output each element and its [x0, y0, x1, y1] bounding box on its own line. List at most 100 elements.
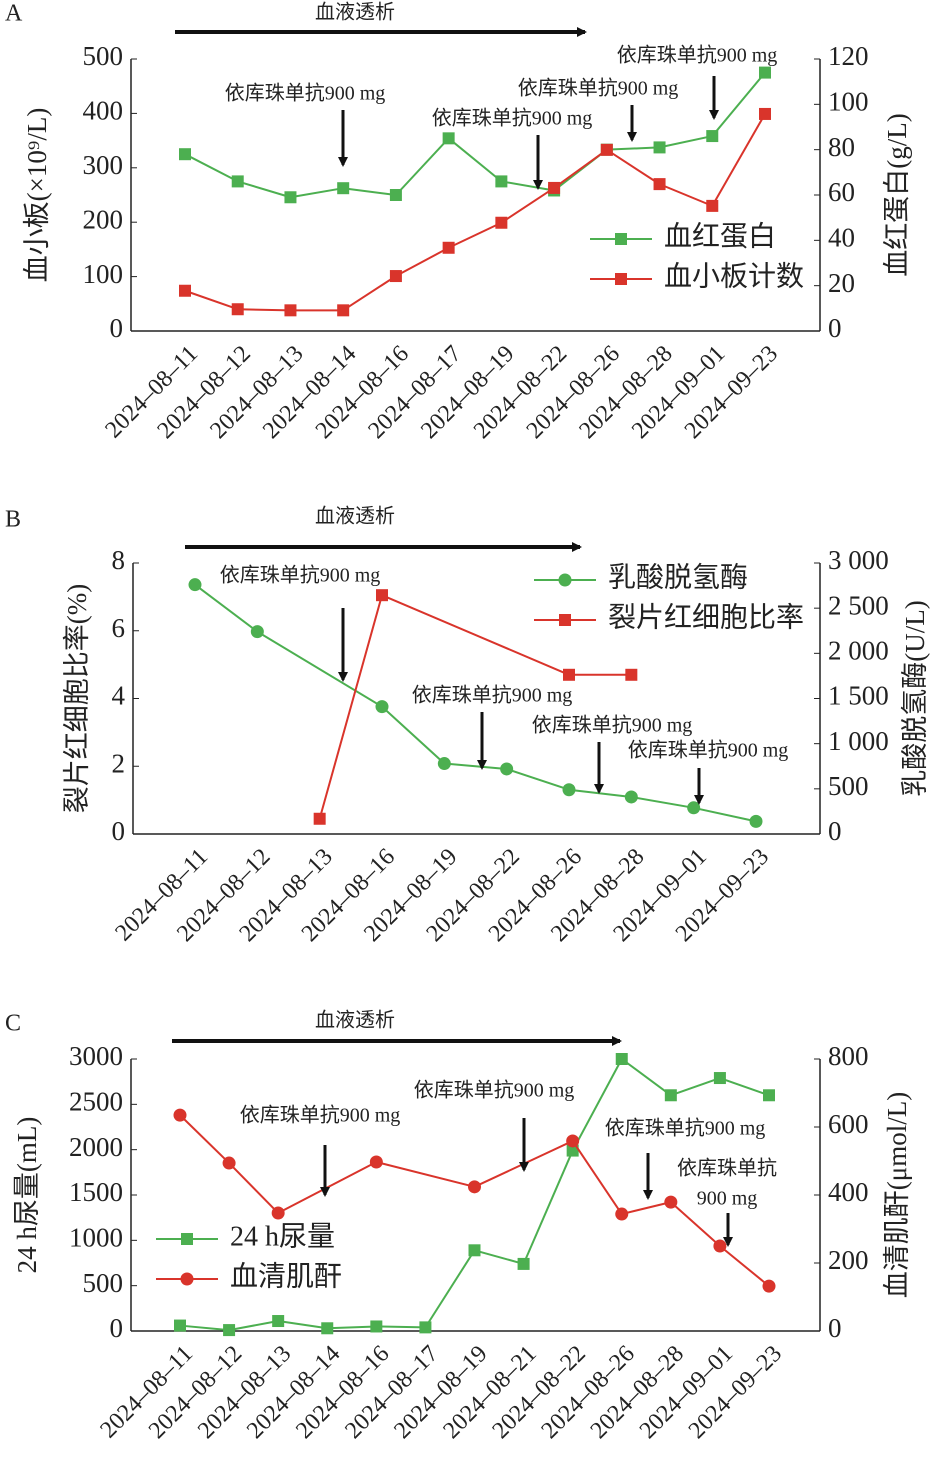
y-axis-label: 裂片红细胞比率(%): [62, 584, 92, 813]
point: [284, 191, 297, 204]
point: [624, 790, 638, 804]
point: [272, 1315, 285, 1328]
y-tick-label: 200: [83, 204, 124, 234]
point: [173, 1108, 187, 1122]
point: [600, 143, 613, 156]
point: [369, 1155, 383, 1169]
annotation: 依库珠单抗900 mg: [518, 77, 679, 100]
point: [442, 132, 455, 145]
line-segment: [290, 187, 344, 199]
y2-axis-label: 血清肌酐(μmol/L): [882, 1092, 912, 1298]
y-tick-label: 0: [110, 313, 124, 343]
y2-tick-label: 0: [828, 816, 842, 846]
point: [231, 175, 244, 188]
y-tick-label: 0: [112, 816, 126, 846]
annotation: 依库珠单抗900 mg: [412, 684, 573, 707]
point: [442, 241, 455, 254]
line-segment: [571, 1140, 623, 1215]
point: [437, 757, 451, 771]
annotation: 依库珠单抗900 mg: [414, 1079, 575, 1102]
point: [337, 304, 350, 317]
line-segment: [179, 1324, 230, 1332]
annotation: 依库珠单抗: [677, 1157, 777, 1180]
y-tick-label: 500: [83, 41, 124, 71]
y-tick-label: 2000: [69, 1132, 123, 1162]
point: [188, 578, 202, 592]
y-tick-label: 100: [83, 259, 124, 289]
banner: 血液透析: [315, 505, 395, 528]
point: [759, 107, 771, 120]
legend-marker: [180, 1272, 194, 1286]
line-segment: [711, 71, 766, 137]
line-segment: [395, 137, 450, 196]
line-segment: [228, 1320, 279, 1332]
annotation: 900 mg: [697, 1188, 758, 1210]
line-segment: [522, 1150, 574, 1265]
line-segment: [237, 180, 291, 199]
point: [566, 1134, 580, 1148]
y2-tick-label: 2 500: [828, 590, 889, 620]
point: [713, 1239, 727, 1253]
legend-label: 血小板计数: [664, 260, 804, 292]
point: [222, 1156, 236, 1170]
panel: C 血液透析 0 500 1000 1500 2000 2500 3000 0 200 400 600 8…: [5, 1009, 912, 1444]
line-segment: [606, 146, 660, 151]
y-axis-label: 血小板(×10⁹/L): [22, 108, 52, 283]
panel: A 血液透析01002003004005000204060801001202024…: [5, 1, 912, 444]
line-segment: [621, 1201, 672, 1216]
point: [313, 812, 326, 825]
point: [376, 589, 388, 602]
banner: 血液透析: [315, 1, 395, 24]
annotation: 依库珠单抗900 mg: [532, 714, 693, 737]
point: [284, 304, 297, 317]
line-segment: [571, 1058, 623, 1152]
y2-axis-label: 乳酸脱氢酶(U/L): [900, 600, 930, 796]
line-segment: [719, 1077, 770, 1097]
y2-tick-label: 120: [828, 41, 869, 71]
legend-marker: [559, 614, 571, 626]
point: [179, 148, 191, 161]
line-segment: [184, 153, 239, 183]
point: [653, 178, 666, 191]
point: [562, 783, 576, 797]
y-tick-label: 400: [83, 96, 124, 126]
line-segment: [256, 630, 383, 708]
point: [419, 1321, 432, 1334]
line-segment: [395, 246, 450, 277]
point: [687, 801, 701, 815]
point: [389, 189, 402, 201]
line-segment: [693, 806, 757, 823]
y2-tick-label: 80: [828, 132, 855, 162]
y-tick-label: 6: [112, 613, 126, 643]
panel-label: B: [5, 507, 21, 533]
point: [250, 625, 264, 639]
legend-label: 24 h尿量: [230, 1221, 335, 1252]
line-segment: [194, 583, 258, 633]
line-segment: [327, 1325, 377, 1330]
y2-tick-label: 2 000: [828, 636, 889, 666]
y2-tick-label: 1 000: [828, 726, 889, 756]
point: [664, 1089, 677, 1102]
line-segment: [376, 1161, 475, 1188]
point: [389, 270, 402, 283]
line-segment: [343, 187, 397, 196]
point: [495, 216, 508, 229]
line-segment: [278, 1320, 328, 1330]
y-axis-label: 24 h尿量(mL): [12, 1117, 42, 1274]
y2-tick-label: 3 000: [828, 545, 889, 575]
y-tick-label: 1000: [69, 1223, 123, 1253]
point: [468, 1244, 481, 1257]
line-segment: [621, 1058, 672, 1097]
line-segment: [448, 137, 502, 183]
point: [615, 1207, 629, 1221]
annotation: 依库珠单抗900 mg: [617, 44, 778, 67]
y2-tick-label: 0: [828, 313, 842, 343]
y2-tick-label: 400: [828, 1177, 869, 1207]
line-segment: [184, 289, 239, 311]
y-tick-label: 300: [83, 150, 124, 180]
point: [713, 1072, 726, 1085]
panel-label: A: [5, 1, 23, 27]
point: [321, 1322, 334, 1335]
